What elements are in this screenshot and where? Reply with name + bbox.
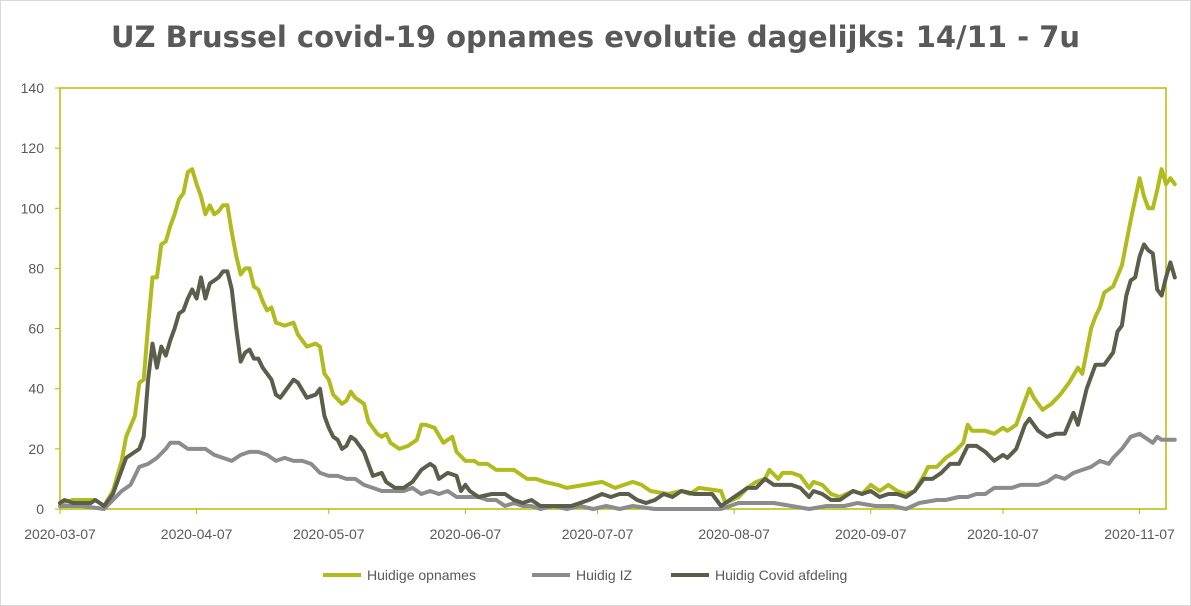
y-tick-label: 0 <box>36 501 44 517</box>
series-line-1 <box>58 167 1177 508</box>
x-tick-label: 2020-06-07 <box>430 526 502 542</box>
x-tick-label: 2020-03-07 <box>24 526 96 542</box>
y-axis: 0 20 40 60 80 100 120 140 <box>21 80 60 517</box>
x-axis: 2020-03-07 2020-04-07 2020-05-07 2020-06-07… <box>24 509 1175 542</box>
chart-title: UZ Brussel covid-19 opnames evolutie dag… <box>110 20 1081 54</box>
x-tick-label: 2020-07-07 <box>562 526 634 542</box>
x-tick-label: 2020-04-07 <box>161 526 233 542</box>
y-tick-label: 140 <box>21 80 45 96</box>
y-tick-label: 60 <box>28 321 44 337</box>
y-tick-label: 40 <box>28 381 44 397</box>
x-tick-label: 2020-05-07 <box>293 526 365 542</box>
series-line-3 <box>58 242 1177 508</box>
y-tick-label: 100 <box>21 200 45 216</box>
plot-border <box>59 87 1167 510</box>
series-layer <box>58 167 1177 511</box>
x-tick-label: 2020-09-07 <box>835 526 907 542</box>
x-tick-label: 2020-08-07 <box>698 526 770 542</box>
legend: Huidige opnames Huidig IZ Huidig Covid afd… <box>323 567 847 583</box>
y-tick-label: 80 <box>28 260 44 276</box>
y-tick-label: 20 <box>28 441 44 457</box>
x-tick-label: 2020-10-07 <box>967 526 1039 542</box>
legend-label-3: Huidig Covid afdeling <box>715 567 847 583</box>
y-tick-label: 120 <box>21 140 45 156</box>
legend-label-2: Huidig IZ <box>576 567 632 583</box>
series-line-2 <box>58 431 1177 511</box>
plot-area <box>59 87 1167 510</box>
legend-label-1: Huidige opnames <box>367 567 476 583</box>
x-tick-label: 2020-11-07 <box>1104 526 1175 542</box>
